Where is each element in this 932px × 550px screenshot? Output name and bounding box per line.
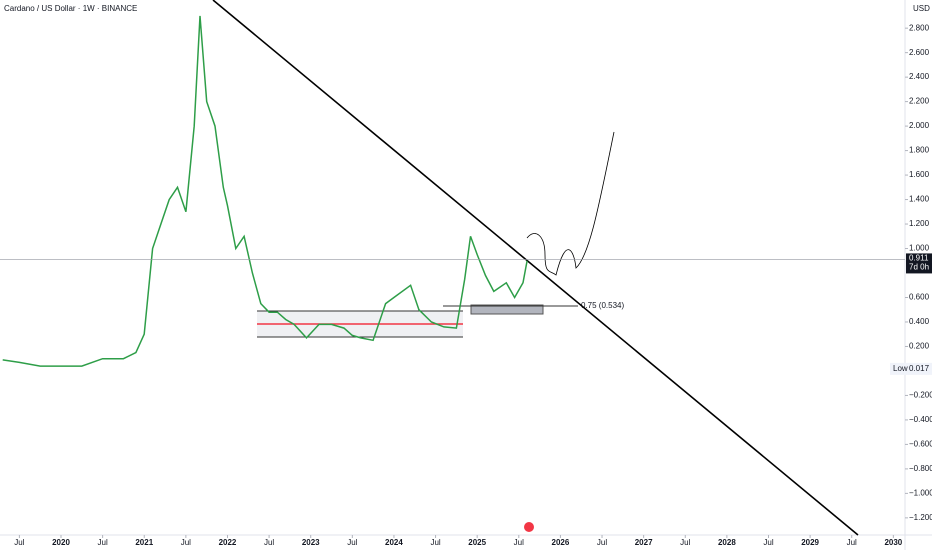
- x-tick-label: 2020: [52, 538, 70, 547]
- y-tick-label: −0.200: [909, 391, 932, 400]
- last-price-box: [906, 253, 932, 274]
- x-tick-label: Jul: [14, 538, 24, 547]
- y-tick-label: −0.800: [909, 464, 932, 473]
- x-tick-label: Jul: [347, 538, 357, 547]
- x-tick-label: 2021: [135, 538, 153, 547]
- x-tick-label: 2022: [219, 538, 237, 547]
- trendline: [212, 0, 859, 536]
- fib-zone: [470, 304, 544, 315]
- x-tick-label: Jul: [514, 538, 524, 547]
- y-tick-label: 2.000: [909, 121, 930, 130]
- x-tick-label: Jul: [597, 538, 607, 547]
- low-box: [890, 362, 932, 375]
- y-tick-label: 2.200: [909, 97, 930, 106]
- low-label: 0.017: [909, 364, 930, 373]
- y-tick-label: 2.600: [909, 48, 930, 57]
- y-tick-label: 0.400: [909, 317, 930, 326]
- x-tick-label: 2029: [801, 538, 819, 547]
- y-tick-label: 1.200: [909, 219, 930, 228]
- x-tick-label: Jul: [181, 538, 191, 547]
- y-tick-label: 0.600: [909, 293, 930, 302]
- y-tick-label: 2.800: [909, 23, 930, 32]
- y-tick-label: −1.000: [909, 488, 932, 497]
- x-tick-label: Jul: [680, 538, 690, 547]
- fib-label: 0.75 (0.534): [581, 301, 624, 310]
- low-name: Low: [893, 364, 908, 373]
- y-tick-label: −0.600: [909, 440, 932, 449]
- x-tick-label: 2024: [385, 538, 403, 547]
- x-tick-label: Jul: [430, 538, 440, 547]
- projection-path: [526, 131, 615, 276]
- y-tick-label: 1.000: [909, 244, 930, 253]
- event-icon[interactable]: [524, 522, 534, 532]
- y-tick-label: 0.200: [909, 342, 930, 351]
- countdown-label: 7d 0h: [909, 263, 929, 272]
- y-tick-label: −1.200: [909, 513, 932, 522]
- x-tick-label: Jul: [264, 538, 274, 547]
- x-tick-label: 2027: [635, 538, 653, 547]
- x-tick-label: Jul: [763, 538, 773, 547]
- y-tick-label: 2.400: [909, 72, 930, 81]
- y-tick-label: 1.400: [909, 195, 930, 204]
- y-tick-label: 1.600: [909, 170, 930, 179]
- y-tick-label: 1.800: [909, 146, 930, 155]
- x-tick-label: 2026: [552, 538, 570, 547]
- chart-title: Cardano / US Dollar · 1W · BINANCE: [4, 4, 137, 13]
- x-tick-label: 2030: [884, 538, 902, 547]
- last-price-label: 0.911: [909, 254, 929, 263]
- x-tick-label: 2025: [468, 538, 486, 547]
- y-tick-label: −0.400: [909, 415, 932, 424]
- currency-label: USD: [913, 4, 930, 13]
- price-line: [2, 15, 528, 367]
- x-tick-label: 2023: [302, 538, 320, 547]
- x-tick-label: 2028: [718, 538, 736, 547]
- x-tick-label: Jul: [847, 538, 857, 547]
- x-tick-label: Jul: [98, 538, 108, 547]
